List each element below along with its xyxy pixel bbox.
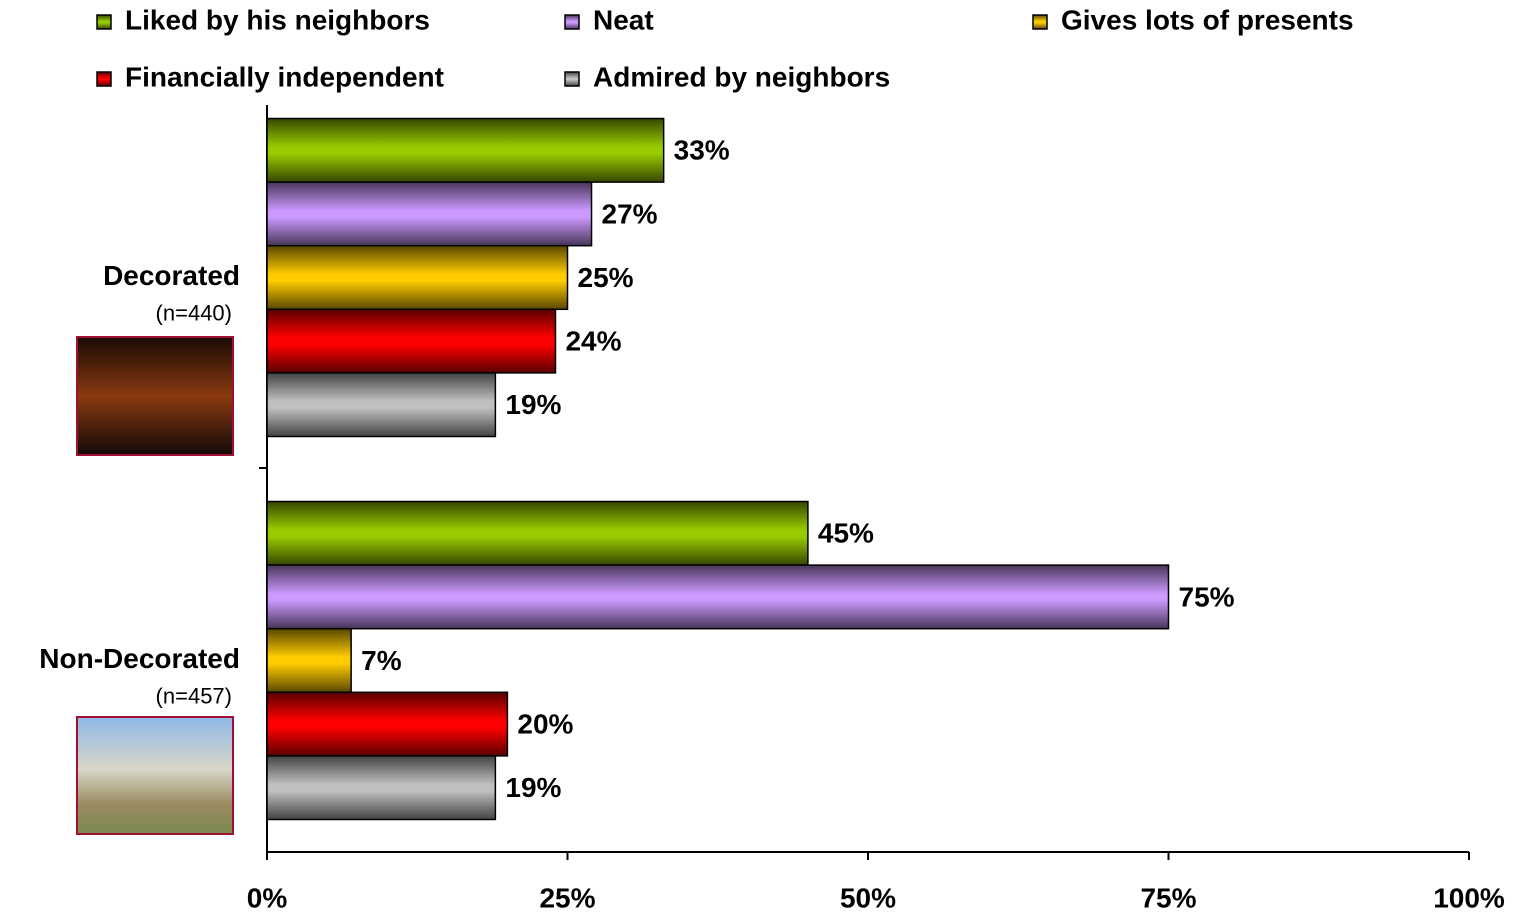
data-label: 20% [517,708,573,739]
bar [266,372,497,438]
data-label: 19% [505,772,561,803]
legend-swatch [564,14,580,30]
bar [266,627,352,694]
category-note: (n=457) [156,683,232,708]
bar [266,308,557,374]
x-tick-label: 0% [247,882,288,913]
bar [266,691,509,757]
legend-label: Liked by his neighbors [125,4,430,35]
legend-swatch [1032,14,1048,30]
x-tick-label: 25% [539,882,595,913]
legend-label: Gives lots of presents [1061,4,1354,35]
x-tick-label: 75% [1140,882,1196,913]
legend-swatch [564,71,580,87]
legend-swatch [96,14,112,30]
category-label: Non-Decorated [39,643,240,674]
legend-label: Neat [593,4,654,35]
bar [266,181,593,247]
category-label: Decorated [103,260,240,291]
data-label: 75% [1179,581,1235,612]
plain-house-photo [76,716,234,835]
x-tick-label: 50% [840,882,896,913]
data-label: 25% [578,262,634,293]
x-tick-label: 100% [1433,882,1505,913]
data-label: 24% [565,325,621,356]
bar [266,564,1170,630]
bar [266,500,809,566]
decorated-house-photo [76,336,234,456]
data-label: 33% [674,135,730,166]
data-label: 7% [361,645,402,676]
legend-label: Admired by neighbors [593,61,890,92]
data-label: 45% [818,518,874,549]
bar [266,755,497,821]
data-label: 19% [505,389,561,420]
bar [266,244,569,311]
data-label: 27% [602,198,658,229]
bar [266,117,665,183]
category-note: (n=440) [156,300,232,325]
legend-swatch [96,71,112,87]
legend-label: Financially independent [125,61,444,92]
